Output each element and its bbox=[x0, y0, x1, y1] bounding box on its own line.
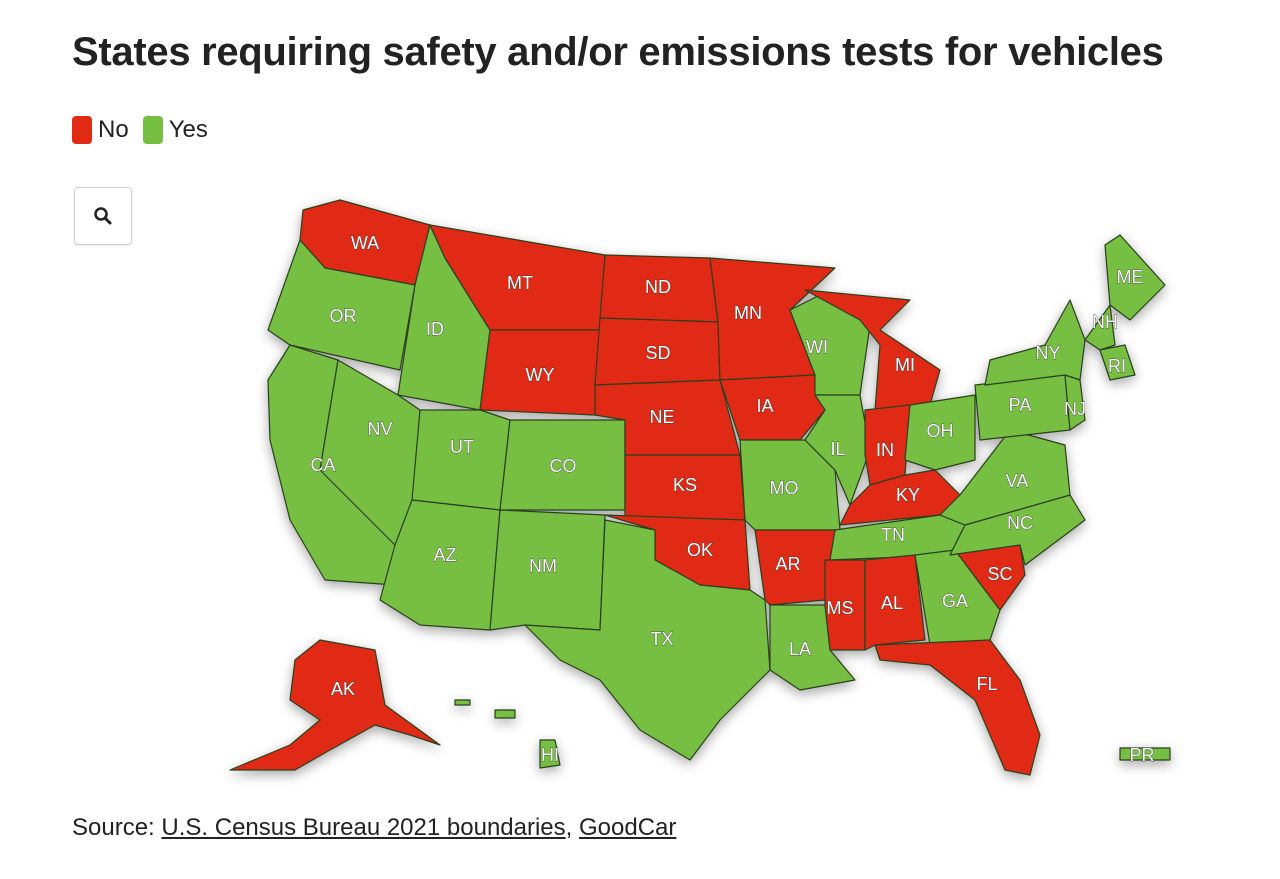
state-label-ga: GA bbox=[942, 591, 968, 611]
state-label-wi: WI bbox=[806, 337, 828, 357]
state-label-ms: MS bbox=[827, 598, 854, 618]
state-label-nm: NM bbox=[529, 556, 557, 576]
state-label-az: AZ bbox=[433, 545, 456, 565]
state-label-hi: HI bbox=[541, 745, 559, 765]
state-label-ks: KS bbox=[673, 475, 697, 495]
state-label-ri: RI bbox=[1108, 356, 1126, 376]
state-ny[interactable] bbox=[984, 299, 1086, 386]
state-label-pr: PR bbox=[1129, 745, 1154, 765]
legend-swatch-yes bbox=[142, 116, 163, 144]
state-ri[interactable] bbox=[1099, 344, 1136, 381]
state-label-mn: MN bbox=[734, 303, 762, 323]
state-label-nj: NJ bbox=[1064, 399, 1086, 419]
state-label-in: IN bbox=[876, 440, 894, 460]
state-label-sc: SC bbox=[987, 564, 1012, 584]
state-label-nd: ND bbox=[645, 277, 671, 297]
state-label-nh: NH bbox=[1092, 312, 1118, 332]
state-label-ar: AR bbox=[775, 554, 800, 574]
state-label-pa: PA bbox=[1009, 395, 1032, 415]
state-label-ky: KY bbox=[896, 485, 920, 505]
legend: No Yes bbox=[72, 116, 222, 144]
state-label-id: ID bbox=[426, 319, 444, 339]
state-label-tn: TN bbox=[881, 525, 905, 545]
state-label-mo: MO bbox=[770, 478, 799, 498]
source-link-goodcar[interactable]: GoodCar bbox=[579, 814, 677, 841]
state-label-ca: CA bbox=[310, 455, 335, 475]
legend-swatch-no bbox=[72, 116, 92, 144]
state-ms[interactable] bbox=[824, 559, 866, 651]
state-label-nc: NC bbox=[1007, 513, 1033, 533]
state-hi[interactable] bbox=[454, 699, 561, 769]
state-label-me: ME bbox=[1117, 267, 1144, 287]
state-ga[interactable] bbox=[914, 549, 1001, 646]
search-icon bbox=[94, 207, 112, 225]
state-va[interactable] bbox=[939, 429, 1071, 526]
state-nj[interactable] bbox=[1064, 374, 1086, 431]
state-label-il: IL bbox=[830, 439, 845, 459]
state-al[interactable] bbox=[864, 554, 926, 651]
state-oh[interactable] bbox=[904, 394, 976, 471]
state-label-ny: NY bbox=[1035, 343, 1060, 363]
state-label-wy: WY bbox=[526, 365, 555, 385]
source-link-census[interactable]: U.S. Census Bureau 2021 boundaries bbox=[161, 814, 566, 841]
state-label-nv: NV bbox=[367, 419, 392, 439]
state-me[interactable] bbox=[1104, 234, 1166, 321]
state-ut[interactable] bbox=[411, 409, 511, 511]
legend-item-yes[interactable]: Yes bbox=[142, 116, 208, 144]
state-label-fl: FL bbox=[976, 674, 997, 694]
state-or[interactable] bbox=[267, 239, 416, 371]
state-label-ok: OK bbox=[687, 540, 713, 560]
state-ak[interactable] bbox=[229, 639, 441, 771]
state-label-mi: MI bbox=[895, 355, 915, 375]
state-label-co: CO bbox=[550, 456, 577, 476]
state-label-ak: AK bbox=[331, 679, 355, 699]
state-label-wa: WA bbox=[351, 233, 379, 253]
state-ky[interactable] bbox=[839, 469, 961, 526]
source-separator: , bbox=[565, 814, 573, 841]
state-nh[interactable] bbox=[1084, 304, 1116, 351]
state-label-va: VA bbox=[1006, 471, 1029, 491]
state-label-mt: MT bbox=[507, 273, 533, 293]
state-label-oh: OH bbox=[927, 421, 954, 441]
state-pr[interactable] bbox=[1119, 747, 1171, 761]
state-label-or: OR bbox=[330, 306, 357, 326]
state-label-sd: SD bbox=[645, 343, 670, 363]
zoom-button[interactable] bbox=[74, 187, 132, 245]
state-ia[interactable] bbox=[719, 374, 826, 441]
state-label-ne: NE bbox=[649, 407, 674, 427]
state-fl[interactable] bbox=[874, 639, 1041, 776]
source-line: Source: U.S. Census Bureau 2021 boundari… bbox=[72, 814, 676, 842]
legend-item-no[interactable]: No bbox=[72, 116, 129, 144]
source-prefix: Source: bbox=[72, 814, 155, 841]
state-label-al: AL bbox=[881, 593, 903, 613]
state-label-la: LA bbox=[789, 639, 811, 659]
state-ar[interactable] bbox=[754, 529, 836, 606]
state-label-ut: UT bbox=[450, 437, 474, 457]
legend-label-no: No bbox=[98, 116, 129, 143]
state-il[interactable] bbox=[804, 394, 871, 506]
legend-label-yes: Yes bbox=[168, 116, 208, 143]
state-label-ia: IA bbox=[756, 396, 773, 416]
state-label-tx: TX bbox=[650, 629, 673, 649]
map-title: States requiring safety and/or emissions… bbox=[72, 30, 1164, 74]
